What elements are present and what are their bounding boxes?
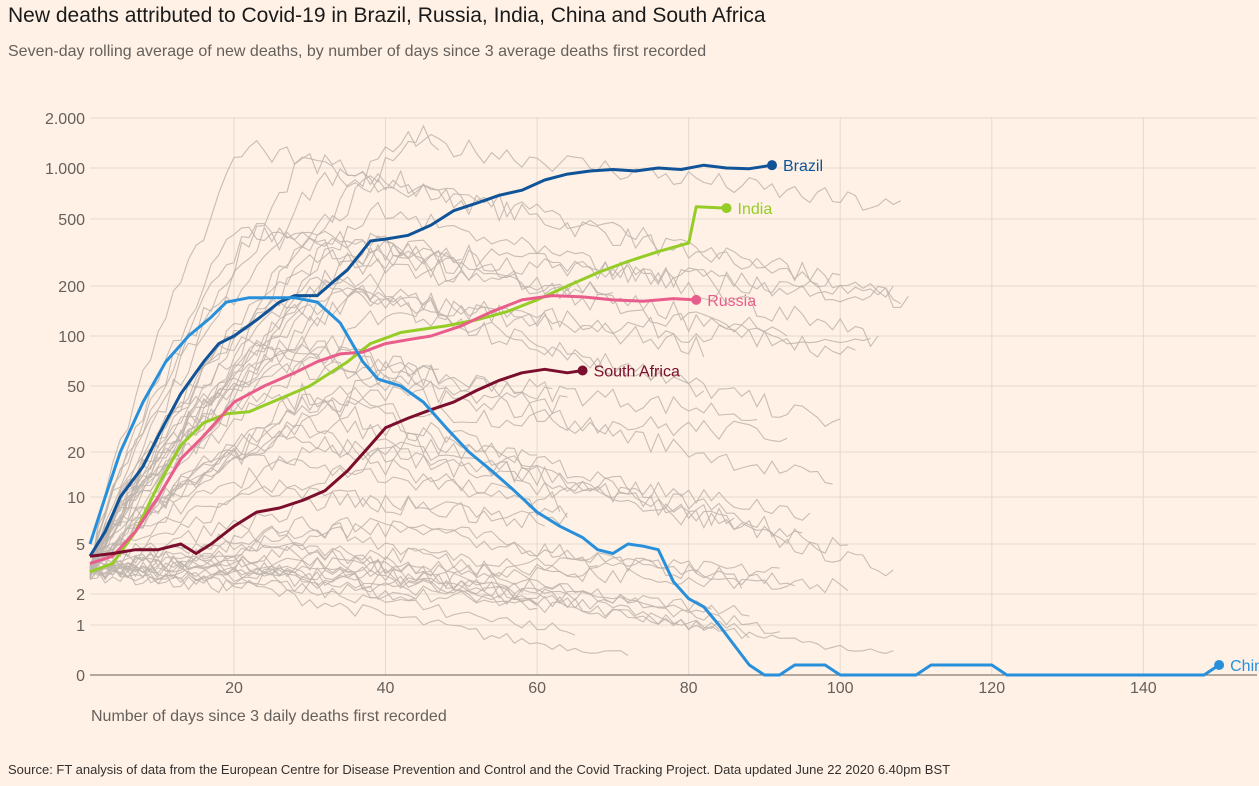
comparison-line [89,542,750,639]
comparison-line [89,556,598,583]
comparison-line [89,360,447,573]
series-line-south-africa [89,367,583,558]
series-endpoint-south-africa [577,365,588,376]
series-label: Brazil [783,158,823,175]
comparison-line [89,139,894,574]
series-endpoint-brazil [767,160,778,171]
comparison-line [89,567,538,607]
comparison-line [89,478,545,568]
y-tick-label: 20 [67,445,85,462]
y-tick-label: 2 [76,587,85,604]
series-line-china [88,296,1220,677]
series-label: China [1230,658,1259,675]
comparison-line [89,230,788,567]
comparison-line [89,569,629,656]
comparison-line [89,201,879,577]
comparison-line [89,226,909,571]
comparison-line [89,489,568,570]
comparison-line [89,168,470,569]
comparison-line [89,390,788,579]
x-tick-label: 20 [225,680,243,697]
x-tick-label: 100 [827,680,854,697]
comparison-line [89,565,538,611]
comparison-line [89,382,803,579]
comparison-line [89,393,894,577]
comparison-line [89,276,841,568]
comparison-line [89,538,894,654]
comparison-line [89,284,553,568]
comparison-line [89,444,568,565]
comparison-line [89,545,780,577]
y-tick-label: 0 [76,668,85,685]
comparison-line [89,342,833,568]
series-line-india [89,205,727,574]
series-endpoint-china [1214,660,1225,670]
series-line-brazil [88,163,773,557]
series-label: India [738,201,773,218]
comparison-line [89,278,394,565]
comparison-line [89,130,902,578]
comparison-line [89,124,439,572]
y-tick-label: 2.000 [45,111,85,128]
y-tick-label: 5 [76,537,85,554]
y-tick-label: 1.000 [45,161,85,178]
comparison-line [89,565,750,617]
x-tick-label: 140 [1130,680,1157,697]
comparison-lines [89,124,909,656]
series-endpoint-russia [691,294,702,305]
series-endpoint-india [721,203,732,214]
comparison-line [89,565,712,612]
comparison-line [89,520,795,587]
comparison-line [89,222,856,571]
comparison-line [89,430,811,568]
series-label: Russia [707,293,756,310]
comparison-line [89,296,871,570]
comparison-line [89,424,848,578]
comparison-line [89,564,417,601]
source-note: Source: FT analysis of data from the Eur… [8,762,951,777]
comparison-line [89,364,757,575]
y-tick-label: 200 [58,279,85,296]
comparison-line [89,554,849,594]
x-axis-label: Number of days since 3 daily deaths firs… [91,708,447,725]
y-tick-label: 1 [76,618,85,635]
comparison-line [89,242,902,574]
series-label: South Africa [594,363,680,380]
y-tick-label: 500 [58,212,85,229]
chart-subtitle: Seven-day rolling average of new deaths,… [8,43,707,60]
y-tick-label: 10 [67,490,85,507]
series-line-russia [89,294,697,565]
y-tick-label: 100 [58,329,85,346]
x-tick-label: 120 [978,680,1005,697]
comparison-line [89,561,576,636]
x-tick-label: 40 [377,680,395,697]
chart-title: New deaths attributed to Covid-19 in Bra… [8,4,766,27]
x-tick-label: 60 [528,680,546,697]
y-tick-label: 50 [67,379,85,396]
comparison-line [89,340,439,572]
x-tick-label: 80 [680,680,698,697]
